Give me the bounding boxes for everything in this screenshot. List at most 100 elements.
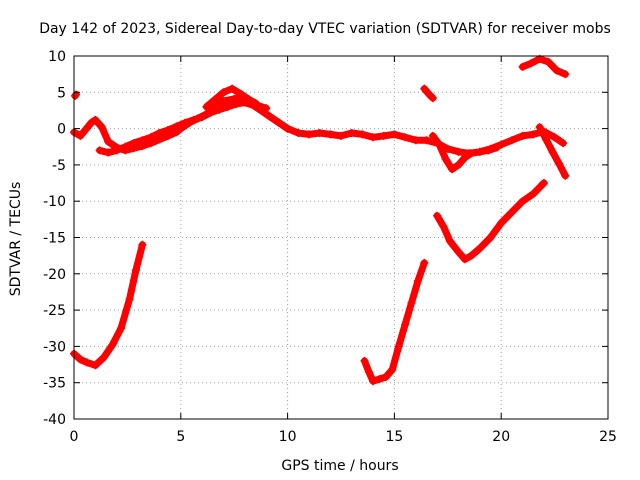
data-point xyxy=(215,105,224,114)
data-point xyxy=(95,146,104,155)
data-point xyxy=(104,137,113,146)
data-point xyxy=(172,122,181,131)
data-point xyxy=(210,95,219,104)
y-tick-label: -30 xyxy=(43,339,66,355)
data-point xyxy=(518,62,527,71)
data-point xyxy=(71,91,80,100)
data-point xyxy=(125,295,134,304)
x-tick-label: 20 xyxy=(492,429,510,445)
data-point xyxy=(394,342,403,351)
data-point xyxy=(245,95,254,104)
y-tick-label: 0 xyxy=(57,122,66,138)
data-point xyxy=(527,59,536,68)
data-point xyxy=(163,126,172,135)
data-point xyxy=(97,123,106,132)
data-point xyxy=(454,147,463,156)
data-point xyxy=(484,146,493,155)
data-point xyxy=(460,255,469,264)
data-point xyxy=(379,131,388,140)
data-point xyxy=(337,131,345,140)
series-line xyxy=(519,55,569,78)
data-point xyxy=(413,277,422,286)
series-arc-upper-offset xyxy=(202,84,271,113)
data-point xyxy=(146,133,155,142)
data-point xyxy=(262,104,271,113)
data-point xyxy=(381,372,390,381)
data-point xyxy=(554,159,563,168)
y-tick-label: -15 xyxy=(43,231,66,247)
data-point xyxy=(535,123,544,132)
y-tick-label: 5 xyxy=(57,85,66,101)
data-point xyxy=(539,179,548,188)
data-point xyxy=(283,124,292,133)
x-axis-label: GPS time / hours xyxy=(281,458,398,474)
x-tick-label: 5 xyxy=(176,429,185,445)
series-arc-dip xyxy=(428,131,501,174)
data-point xyxy=(223,102,232,111)
data-point xyxy=(428,94,437,103)
data-point xyxy=(439,222,448,231)
data-point xyxy=(315,128,324,137)
data-point xyxy=(401,133,410,142)
x-tick-label: 10 xyxy=(279,429,297,445)
series-line xyxy=(70,241,146,369)
data-point xyxy=(360,356,369,365)
series-line xyxy=(433,179,548,263)
data-point xyxy=(80,126,89,135)
data-point xyxy=(497,218,506,227)
data-point xyxy=(82,358,91,367)
data-point xyxy=(407,298,416,307)
data-point xyxy=(486,233,495,242)
data-point xyxy=(76,131,85,140)
data-point xyxy=(422,136,431,145)
data-point xyxy=(104,148,113,157)
data-point xyxy=(401,320,410,329)
data-point xyxy=(138,240,147,249)
data-point xyxy=(435,140,444,149)
data-point xyxy=(76,355,85,364)
data-point xyxy=(441,155,450,164)
y-axis-label: SDTVAR / TECUs xyxy=(8,182,24,297)
y-tick-label: 10 xyxy=(48,49,66,65)
data-point xyxy=(460,153,469,162)
data-point xyxy=(236,89,245,98)
data-point xyxy=(529,189,538,198)
data-point xyxy=(561,70,570,79)
data-point xyxy=(369,377,378,386)
data-point xyxy=(542,135,551,144)
series-line xyxy=(429,132,501,173)
data-point xyxy=(116,324,125,333)
y-tick-label: -20 xyxy=(43,267,66,283)
data-point xyxy=(552,66,561,75)
data-point xyxy=(294,128,303,137)
data-point xyxy=(326,130,335,139)
data-point xyxy=(206,108,215,117)
data-point xyxy=(454,248,463,257)
data-point xyxy=(561,171,570,180)
data-point xyxy=(550,133,559,142)
data-point xyxy=(529,130,538,139)
data-point xyxy=(467,251,476,260)
series-arc-end-fall xyxy=(535,123,570,180)
data-point xyxy=(443,144,452,153)
data-point xyxy=(112,146,121,155)
data-point xyxy=(445,237,454,246)
y-tick-label: -25 xyxy=(43,303,66,319)
data-point xyxy=(189,115,198,124)
data-point xyxy=(411,136,420,145)
data-point xyxy=(518,197,527,206)
x-tick-label: 0 xyxy=(70,429,79,445)
data-point xyxy=(91,115,100,124)
data-point xyxy=(428,131,437,140)
data-point xyxy=(91,361,100,370)
data-point xyxy=(155,128,164,137)
data-point xyxy=(390,130,399,139)
data-point xyxy=(467,149,476,158)
data-point xyxy=(548,147,557,156)
data-point xyxy=(228,84,237,93)
data-point xyxy=(266,112,275,121)
grid xyxy=(74,56,608,419)
series-arc-short-16h xyxy=(420,84,437,103)
data-point xyxy=(507,136,516,145)
